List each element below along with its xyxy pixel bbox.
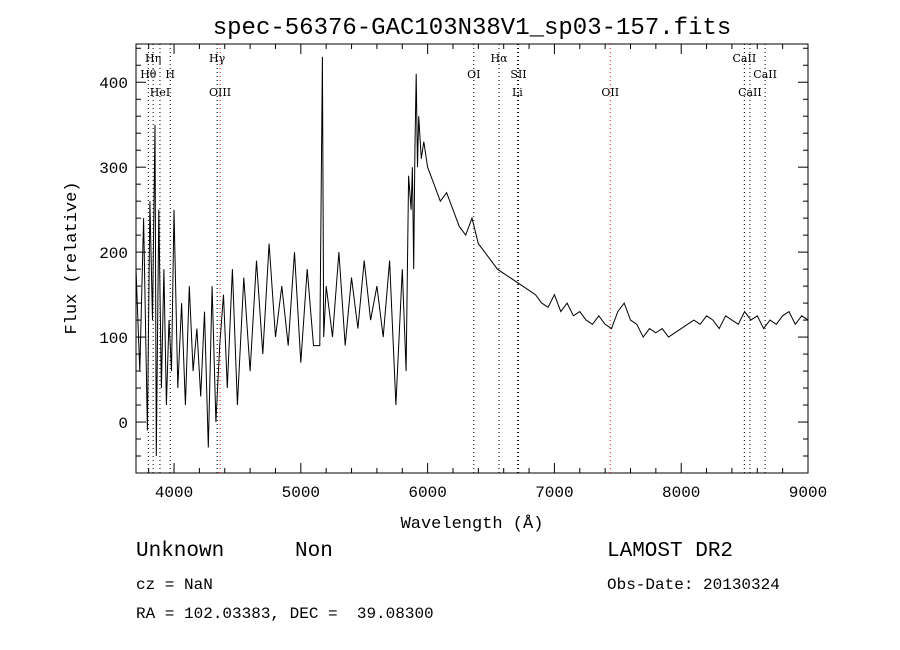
y-axis-label: Flux (relative) bbox=[63, 181, 82, 334]
x-tick-label: 6000 bbox=[408, 484, 446, 502]
y-tick-label: 100 bbox=[99, 330, 128, 348]
spectral-line-markers bbox=[147, 44, 766, 473]
spectral-line-label: Hη bbox=[145, 52, 161, 65]
x-axis-label: Wavelength (Å) bbox=[401, 515, 544, 534]
spectral-line-label: OI bbox=[467, 68, 480, 81]
spectral-line-label: SII bbox=[510, 68, 526, 81]
redshift-value: cz = NaN bbox=[136, 576, 213, 594]
x-tick-label: 8000 bbox=[662, 484, 700, 502]
coordinates: RA = 102.03383, DEC = 39.08300 bbox=[136, 605, 434, 623]
y-tick-label: 400 bbox=[99, 75, 128, 93]
y-tick-label: 200 bbox=[99, 245, 128, 263]
spectral-line-label: OIII bbox=[209, 86, 231, 99]
axis-ticks bbox=[136, 44, 809, 473]
spectral-line-label: HeI bbox=[150, 86, 170, 99]
spectrum-series-line bbox=[135, 56, 809, 457]
axis-tick-labels: 4000 5000 6000 7000 8000 9000 0 100 200 300 400 bbox=[99, 75, 827, 502]
x-tick-label: 9000 bbox=[789, 484, 827, 502]
observation-date: Obs-Date: 20130324 bbox=[607, 576, 780, 594]
chart-title: spec-56376-GAC103N38V1_sp03-157.fits bbox=[213, 15, 731, 42]
spectral-line-label: Hγ bbox=[209, 52, 226, 65]
spectral-line-label: OII bbox=[601, 86, 619, 99]
spectral-subclass: Non bbox=[295, 540, 333, 563]
spectral-class: Unknown bbox=[136, 540, 225, 563]
spectral-line-label: Li bbox=[512, 86, 523, 99]
spectral-line-label: Hα bbox=[490, 52, 508, 65]
spectral-line-label: CaII bbox=[733, 52, 757, 65]
spectral-line-label: CaII bbox=[753, 68, 777, 81]
x-tick-label: 5000 bbox=[282, 484, 320, 502]
spectral-line-label: CaII bbox=[738, 86, 762, 99]
plot-frame bbox=[135, 43, 809, 474]
y-tick-label: 300 bbox=[99, 160, 128, 178]
x-tick-label: 4000 bbox=[155, 484, 193, 502]
x-tick-label: 7000 bbox=[535, 484, 573, 502]
y-tick-label: 0 bbox=[118, 415, 128, 433]
survey-name: LAMOST DR2 bbox=[607, 540, 734, 563]
spectral-line-label: Hθ bbox=[140, 68, 157, 81]
spectral-line-label: H bbox=[165, 68, 175, 81]
